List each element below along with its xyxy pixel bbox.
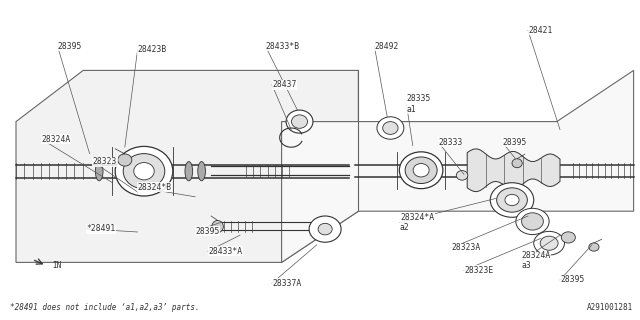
Ellipse shape <box>534 231 564 255</box>
Text: 28433*B: 28433*B <box>266 42 300 51</box>
Text: 28324A: 28324A <box>42 135 71 144</box>
Text: 28423B: 28423B <box>138 45 167 54</box>
Ellipse shape <box>540 236 558 250</box>
Ellipse shape <box>134 163 154 180</box>
Ellipse shape <box>413 164 429 177</box>
Ellipse shape <box>286 110 313 133</box>
Text: 28395: 28395 <box>502 138 527 147</box>
Text: 28421: 28421 <box>528 26 552 35</box>
Ellipse shape <box>118 154 132 166</box>
Ellipse shape <box>318 223 332 235</box>
Ellipse shape <box>512 159 522 168</box>
Text: 28395: 28395 <box>195 227 220 236</box>
Text: 28395: 28395 <box>58 42 82 51</box>
Text: 28333: 28333 <box>438 138 463 147</box>
Text: 28337A: 28337A <box>272 279 301 288</box>
Ellipse shape <box>516 208 549 235</box>
Ellipse shape <box>212 220 223 233</box>
Ellipse shape <box>185 162 193 181</box>
Text: 28323: 28323 <box>93 157 117 166</box>
Ellipse shape <box>309 216 341 242</box>
Text: 28323E: 28323E <box>464 266 493 275</box>
Ellipse shape <box>505 194 519 205</box>
Ellipse shape <box>377 117 404 139</box>
Ellipse shape <box>399 152 443 188</box>
Polygon shape <box>282 70 634 262</box>
Ellipse shape <box>115 146 173 196</box>
Text: A291001281: A291001281 <box>588 303 634 312</box>
Text: 28433*A: 28433*A <box>208 247 242 256</box>
Ellipse shape <box>123 154 165 189</box>
Polygon shape <box>16 70 358 262</box>
Text: 28395: 28395 <box>560 276 584 284</box>
Polygon shape <box>467 149 560 192</box>
Text: IN: IN <box>52 261 61 270</box>
Text: 28323A: 28323A <box>451 244 481 252</box>
Ellipse shape <box>561 232 575 243</box>
Ellipse shape <box>405 157 437 183</box>
Text: 28324*B: 28324*B <box>138 183 172 192</box>
Ellipse shape <box>589 243 599 251</box>
Text: 28492: 28492 <box>374 42 399 51</box>
Ellipse shape <box>383 122 398 134</box>
Text: 28335
a1: 28335 a1 <box>406 94 431 114</box>
Ellipse shape <box>95 162 103 181</box>
Ellipse shape <box>522 213 543 230</box>
Text: *28491: *28491 <box>86 224 116 233</box>
Text: 28324A
a3: 28324A a3 <box>522 251 551 270</box>
Ellipse shape <box>198 162 205 181</box>
Ellipse shape <box>456 171 468 180</box>
Text: 28437: 28437 <box>272 80 296 89</box>
Text: *28491 does not include ‘a1,a2,a3’ parts.: *28491 does not include ‘a1,a2,a3’ parts… <box>10 303 199 312</box>
Ellipse shape <box>497 188 527 212</box>
Ellipse shape <box>490 183 534 217</box>
Ellipse shape <box>292 115 308 128</box>
Text: 28324*A
a2: 28324*A a2 <box>400 213 434 232</box>
